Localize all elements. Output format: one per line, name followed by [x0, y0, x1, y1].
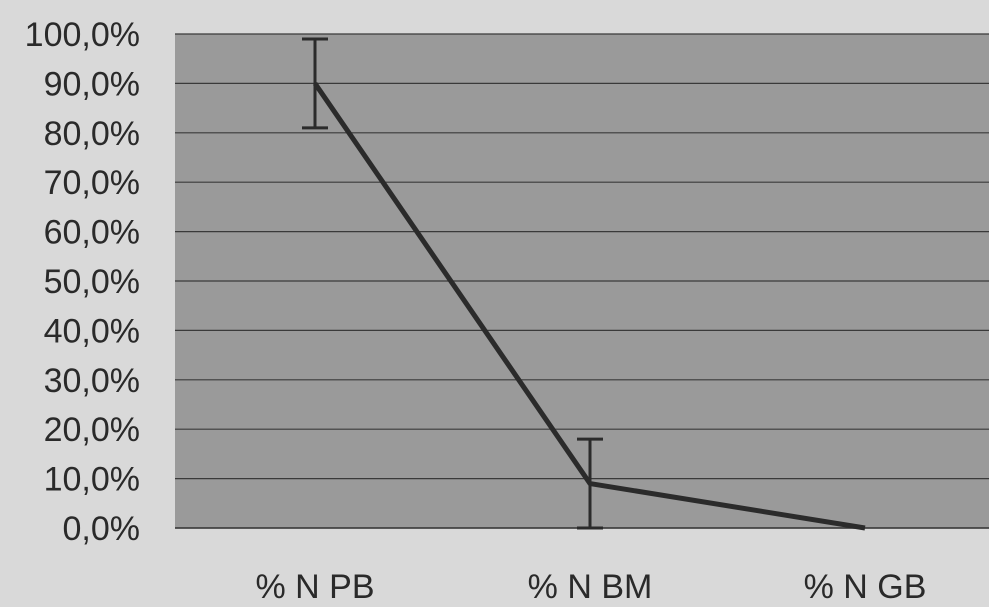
x-tick-label: % N PB: [255, 568, 374, 606]
y-tick-label: 30,0%: [44, 362, 140, 400]
error-bars: [302, 37, 603, 530]
y-tick-label: 10,0%: [44, 461, 140, 499]
y-tick-label: 80,0%: [44, 115, 140, 153]
y-tick-label: 20,0%: [44, 411, 140, 449]
y-tick-label: 100,0%: [25, 16, 140, 54]
y-tick-label: 50,0%: [44, 263, 140, 301]
x-axis-tick-labels: % N PB % N BM % N GB: [255, 568, 926, 606]
y-tick-label: 40,0%: [44, 312, 140, 350]
y-tick-label: 0,0%: [63, 510, 141, 548]
x-tick-label: % N BM: [528, 568, 653, 606]
y-axis-tick-labels: 0,0% 10,0% 20,0% 30,0% 40,0% 50,0% 60,0% 70,0% 8…: [25, 16, 140, 548]
gridlines: [175, 33, 989, 529]
y-tick-label: 90,0%: [44, 65, 140, 103]
y-tick-label: 70,0%: [44, 164, 140, 202]
y-tick-label: 60,0%: [44, 214, 140, 252]
x-tick-label: % N GB: [804, 568, 927, 606]
